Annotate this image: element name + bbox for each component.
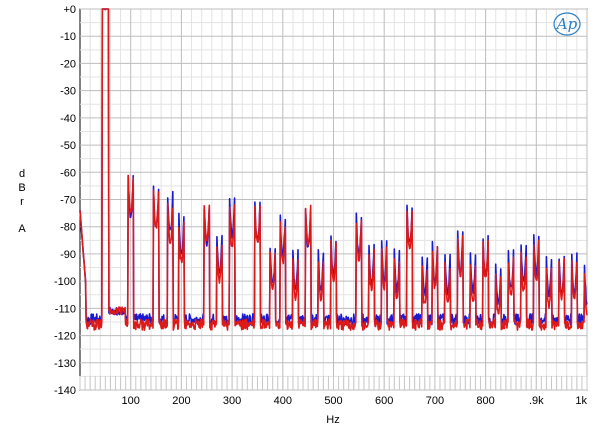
x-tick-label: 500 bbox=[324, 395, 342, 407]
y-tick-label: -110 bbox=[55, 303, 76, 315]
audio-precision-logo: Ap bbox=[553, 12, 581, 36]
y-tick-label: -140 bbox=[54, 385, 76, 397]
x-tick-label: 1k bbox=[575, 395, 587, 407]
x-tick-label: 600 bbox=[375, 395, 393, 407]
y-tick-label: -10 bbox=[60, 31, 76, 43]
x-tick-label: .9k bbox=[529, 395, 544, 407]
x-tick-label: 800 bbox=[476, 395, 494, 407]
y-tick-label: -90 bbox=[60, 249, 76, 261]
ylabel-char-r: r bbox=[20, 196, 24, 208]
y-tick-labels: +0 -10 -20 -30 -40 -50 -60 -70 -80 -90 -100 -110 -12… bbox=[54, 4, 76, 397]
x-minor-ticks bbox=[79, 376, 588, 390]
y-tick-label: -130 bbox=[54, 358, 76, 370]
y-tick-label: -40 bbox=[60, 113, 76, 125]
x-tick-label: 200 bbox=[172, 395, 190, 407]
y-tick-label: -20 bbox=[60, 58, 76, 70]
y-tick-label: -70 bbox=[60, 195, 76, 207]
xlabel: Hz bbox=[326, 414, 339, 426]
y-tick-label: -30 bbox=[60, 86, 76, 98]
y-tick-label: -120 bbox=[54, 331, 76, 343]
ylabel-char-b: B bbox=[18, 182, 25, 194]
major-gridlines bbox=[80, 8, 588, 391]
logo-text: Ap bbox=[555, 15, 578, 33]
x-tick-labels: 100 200 300 400 500 600 700 800 .9k 1k bbox=[122, 395, 588, 407]
ylabel-char-a: A bbox=[18, 223, 26, 235]
y-tick-label: -100 bbox=[54, 276, 76, 288]
x-tick-label: 300 bbox=[223, 395, 241, 407]
y-tick-label: -50 bbox=[60, 140, 76, 152]
y-tick-label: -80 bbox=[60, 222, 76, 234]
x-tick-label: 700 bbox=[426, 395, 444, 407]
series-line-2 bbox=[79, 8, 588, 331]
y-tick-label: -60 bbox=[60, 167, 76, 179]
series-layer bbox=[79, 8, 588, 331]
x-tick-label: 100 bbox=[122, 395, 140, 407]
ylabel-char-d: d bbox=[19, 168, 25, 180]
x-tick-label: 400 bbox=[274, 395, 292, 407]
y-tick-label: +0 bbox=[63, 4, 76, 16]
